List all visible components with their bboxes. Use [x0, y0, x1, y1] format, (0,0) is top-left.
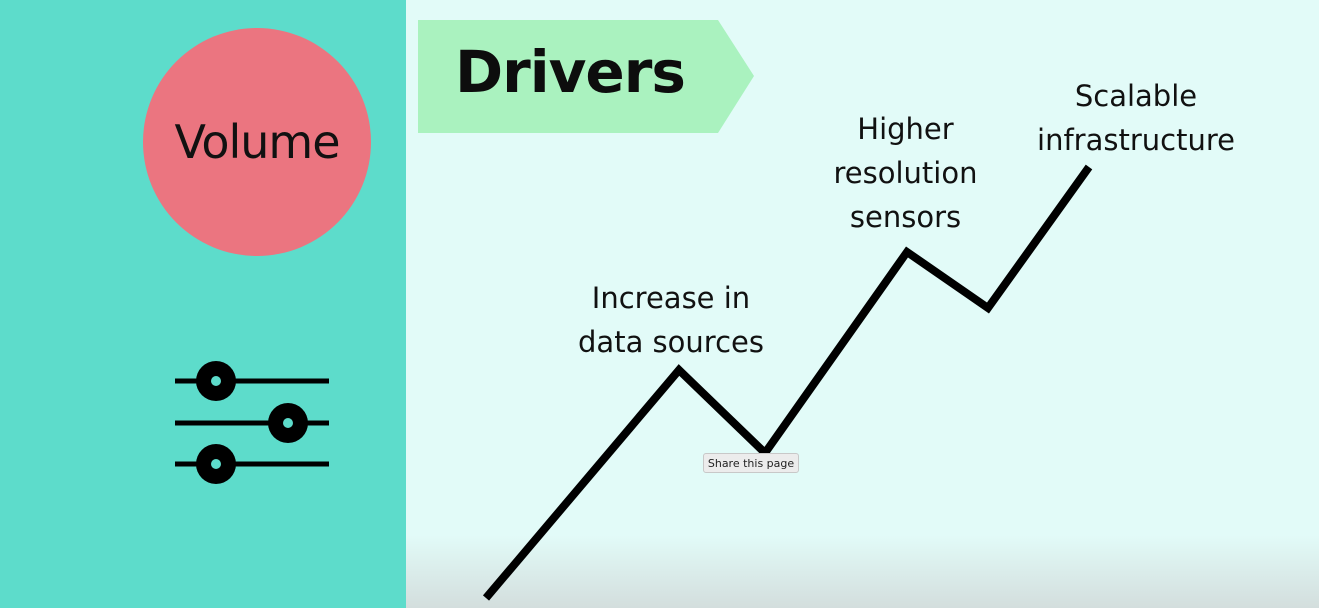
volume-label: Volume — [174, 115, 340, 169]
annotation-data-sources: Increase in data sources — [560, 276, 782, 364]
sliders-icon — [175, 361, 329, 484]
annotation-line: infrastructure — [1037, 123, 1235, 157]
annotation-line: Scalable — [1074, 79, 1198, 113]
annotation-line: data sources — [578, 325, 764, 359]
volume-circle: Volume — [143, 28, 371, 256]
share-tooltip[interactable]: Share this page — [703, 453, 799, 473]
annotation-line: resolution — [833, 156, 978, 190]
annotation-line: Increase in — [591, 281, 751, 315]
annotation-line: Higher — [857, 112, 954, 146]
drivers-banner — [418, 20, 754, 133]
annotation-line: sensors — [849, 200, 962, 234]
annotation-sensors: Higher resolution sensors — [818, 107, 993, 239]
annotation-infrastructure: Scalable infrastructure — [1025, 74, 1247, 162]
drivers-title: Drivers — [455, 38, 686, 106]
